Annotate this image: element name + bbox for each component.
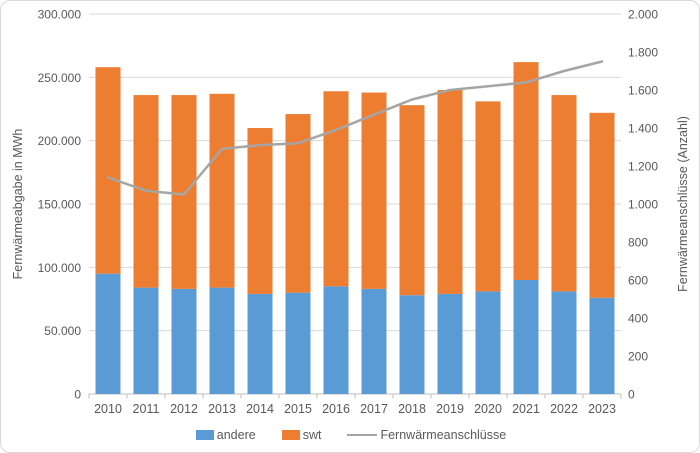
right-axis-tick-label: 600 (628, 274, 648, 288)
bar-swt-2013 (209, 93, 235, 288)
bar-andere-2011 (133, 287, 159, 394)
bar-andere-2013 (209, 287, 235, 394)
x-axis-label-2019: 2019 (436, 402, 464, 416)
left-axis-tick-label: 150.000 (38, 198, 82, 212)
right-axis-tick-label: 1.000 (628, 198, 658, 212)
legend-item-swt: swt (281, 428, 322, 442)
right-axis-tick-label: 1.400 (628, 122, 658, 136)
right-axis-tick-label: 1.200 (628, 160, 658, 174)
left-axis-tick-label: 250.000 (38, 71, 82, 85)
x-axis-label-2023: 2023 (588, 402, 616, 416)
x-axis-label-2012: 2012 (170, 402, 198, 416)
x-axis-label-2020: 2020 (474, 402, 502, 416)
x-axis-label-2022: 2022 (550, 402, 578, 416)
left-axis-tick-label: 50.000 (44, 324, 81, 338)
x-axis-label-2018: 2018 (398, 402, 426, 416)
legend-item-fernwaermeanschluesse: Fernwärmeanschlüsse (347, 428, 506, 442)
left-axis-title: Fernwärmeabgabe in MWh (11, 129, 25, 280)
bar-swt-2018 (399, 105, 425, 296)
bar-andere-2012 (171, 288, 197, 394)
left-axis-tick-label: 100.000 (38, 261, 82, 275)
bar-swt-2019 (437, 90, 463, 294)
x-axis-label-2011: 2011 (133, 402, 160, 416)
bar-andere-2021 (513, 280, 539, 394)
x-axis-label-2010: 2010 (94, 402, 122, 416)
legend: andere swt Fernwärmeanschlüsse (1, 426, 699, 444)
x-axis-label-2013: 2013 (208, 402, 236, 416)
legend-item-andere: andere (195, 428, 256, 442)
bar-andere-2022 (551, 291, 577, 394)
right-axis-tick-label: 2.000 (628, 8, 658, 22)
chart-plot-layer: 0 50.000 100.000 150.000 200.000 250.000 300.0… (38, 8, 659, 417)
bar-andere-2015 (285, 292, 311, 394)
bar-andere-2019 (437, 293, 463, 394)
line-Fernwärmeanschlüsse (106, 60, 604, 196)
legend-label-swt: swt (302, 428, 322, 442)
bar-swt-2021 (513, 62, 539, 281)
right-axis-tick-label: 200 (628, 350, 648, 364)
x-axis-label-2017: 2017 (360, 402, 388, 416)
bar-andere-2020 (475, 291, 501, 394)
bar-swt-2012 (171, 95, 197, 289)
bar-andere-2018 (399, 295, 425, 394)
x-axis-label-2015: 2015 (284, 402, 312, 416)
bar-swt-2014 (247, 128, 273, 294)
bar-andere-2017 (361, 288, 387, 394)
bar-swt-2016 (323, 91, 349, 287)
legend-label-fernwaermeanschluesse: Fernwärmeanschlüsse (380, 428, 507, 442)
right-axis-tick-label: 800 (628, 236, 648, 250)
right-axis-tick-label: 1.800 (628, 46, 658, 60)
bar-swt-2022 (551, 95, 577, 292)
x-axis-label-2016: 2016 (322, 402, 350, 416)
bar-swt-2010 (95, 67, 121, 274)
left-axis-tick-label: 300.000 (38, 8, 82, 22)
bar-andere-2010 (95, 273, 121, 394)
bar-andere-2023 (589, 297, 615, 394)
left-axis-tick-label: 200.000 (38, 134, 82, 148)
legend-label-andere: andere (216, 428, 256, 442)
x-axis-label-2021: 2021 (512, 402, 540, 416)
x-axis-label-2014: 2014 (246, 402, 274, 416)
left-axis-tick-label: 0 (74, 388, 81, 402)
right-axis-tick-label: 0 (628, 388, 635, 402)
legend-swatch-swt (281, 430, 300, 440)
bar-swt-2017 (361, 92, 387, 289)
right-axis-tick-label: 1.600 (628, 84, 658, 98)
bar-andere-2016 (323, 286, 349, 394)
bar-swt-2023 (589, 112, 615, 298)
legend-swatch-andere (195, 430, 214, 440)
bar-swt-2020 (475, 101, 501, 292)
legend-line-swatch (347, 433, 378, 437)
right-axis-title: Fernwärmeanschlüsse (Anzahl) (676, 116, 690, 292)
right-axis-tick-label: 400 (628, 312, 648, 326)
bar-andere-2014 (247, 293, 273, 394)
